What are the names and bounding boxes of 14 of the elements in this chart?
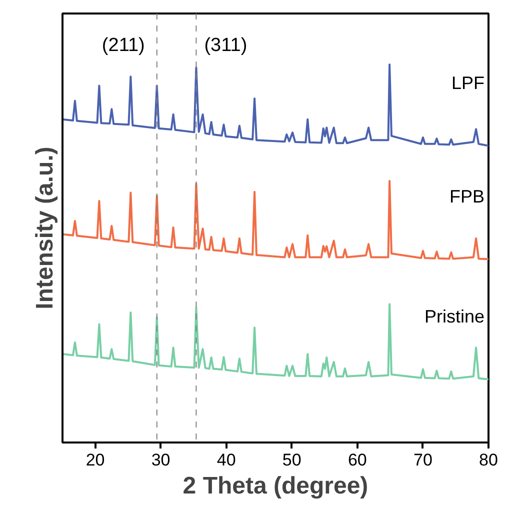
x-tick-label: 70: [414, 450, 432, 470]
series-label: FPB: [449, 186, 485, 206]
x-tick-label: 40: [216, 450, 236, 470]
text: LPF: [451, 72, 485, 93]
series-label: Pristine: [424, 306, 485, 326]
x-tick-label: 80: [479, 450, 498, 470]
text: (211): [102, 35, 145, 56]
x-tick-label: 30: [151, 450, 170, 470]
x-tick-label: 20: [86, 450, 105, 470]
x-axis-title: 2 Theta (degree): [182, 472, 368, 500]
y-axis-title: Intensity (a.u.): [32, 146, 58, 310]
x-tick-label: 60: [348, 450, 367, 470]
text: (311): [204, 35, 248, 56]
x-tick-label: 50: [282, 450, 302, 470]
